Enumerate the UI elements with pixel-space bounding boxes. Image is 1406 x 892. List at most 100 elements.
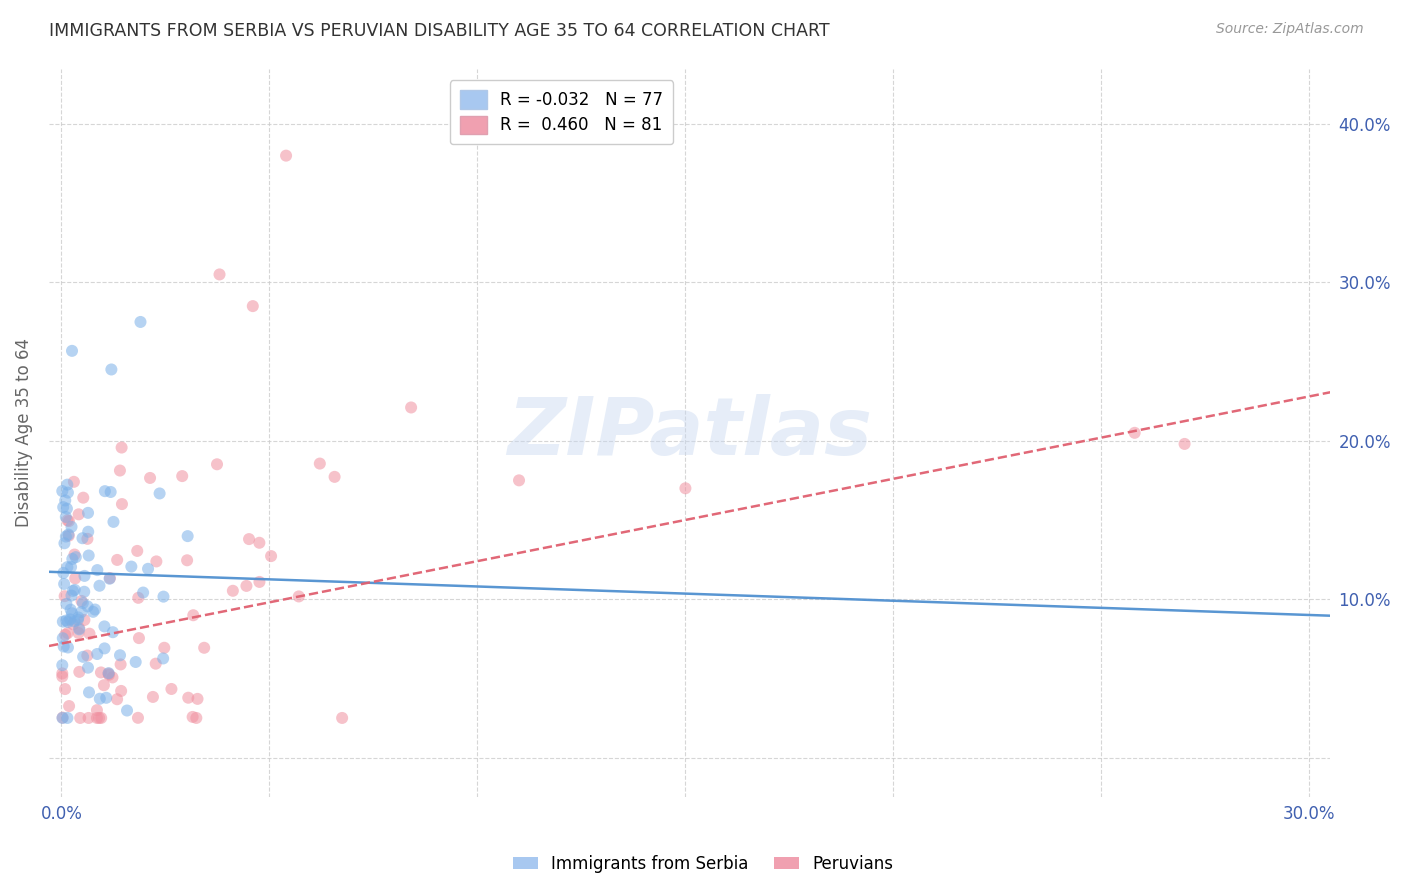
Point <box>52 640 75 654</box>
Point <box>97 666 120 681</box>
Point <box>89 711 111 725</box>
Point <box>63 614 86 628</box>
Point <box>249 574 271 589</box>
Point <box>93 641 115 656</box>
Point <box>93 619 115 633</box>
Point <box>108 464 131 478</box>
Point <box>176 553 198 567</box>
Point <box>86 647 108 661</box>
Point <box>177 690 200 705</box>
Point <box>53 493 76 508</box>
Point <box>152 651 174 665</box>
Point <box>205 457 228 471</box>
Point <box>77 685 100 699</box>
Point <box>222 583 245 598</box>
Point <box>60 520 83 534</box>
Point <box>73 569 96 583</box>
Legend: R = -0.032   N = 77, R =  0.460   N = 81: R = -0.032 N = 77, R = 0.460 N = 81 <box>450 80 673 145</box>
Point <box>67 623 90 637</box>
Point <box>127 711 149 725</box>
Point <box>238 532 260 546</box>
Point <box>172 469 194 483</box>
Legend: Immigrants from Serbia, Peruvians: Immigrants from Serbia, Peruvians <box>506 848 900 880</box>
Point <box>67 508 90 522</box>
Point <box>56 626 79 640</box>
Point <box>128 631 150 645</box>
Point <box>66 613 89 627</box>
Point <box>127 544 149 558</box>
Point <box>62 583 84 598</box>
Point <box>153 640 176 655</box>
Point <box>82 605 104 619</box>
Point <box>136 562 159 576</box>
Point <box>86 563 108 577</box>
Point <box>60 552 83 566</box>
Point <box>58 529 80 543</box>
Point <box>308 457 330 471</box>
Point <box>115 704 138 718</box>
Point <box>63 475 86 489</box>
Point <box>52 710 75 724</box>
Point <box>101 625 124 640</box>
Point <box>111 497 134 511</box>
Point <box>59 603 82 617</box>
Point <box>181 710 204 724</box>
Point <box>176 529 198 543</box>
Point <box>98 572 121 586</box>
Point <box>93 678 115 692</box>
Point <box>51 666 73 681</box>
Point <box>72 531 94 545</box>
Point <box>55 614 77 628</box>
Point <box>53 536 76 550</box>
Point <box>235 579 257 593</box>
Point <box>105 553 128 567</box>
Point <box>110 441 132 455</box>
Point <box>60 589 83 603</box>
Point <box>97 666 120 681</box>
Text: IMMIGRANTS FROM SERBIA VS PERUVIAN DISABILITY AGE 35 TO 64 CORRELATION CHART: IMMIGRANTS FROM SERBIA VS PERUVIAN DISAB… <box>49 22 830 40</box>
Point <box>56 615 79 629</box>
Point <box>193 640 215 655</box>
Point <box>274 148 297 162</box>
Point <box>77 524 100 539</box>
Point <box>152 590 174 604</box>
Point <box>330 711 353 725</box>
Point <box>72 491 94 505</box>
Point <box>51 658 73 673</box>
Point <box>58 699 80 714</box>
Point <box>56 640 79 655</box>
Point <box>142 690 165 704</box>
Point <box>60 343 83 358</box>
Point <box>77 549 100 563</box>
Point <box>242 299 264 313</box>
Point <box>51 711 73 725</box>
Point <box>89 691 111 706</box>
Point <box>1123 425 1146 440</box>
Point <box>120 559 142 574</box>
Point <box>77 661 100 675</box>
Point <box>96 690 118 705</box>
Point <box>55 597 77 611</box>
Point <box>145 554 167 568</box>
Point <box>98 667 121 681</box>
Point <box>63 548 86 562</box>
Point <box>76 599 98 614</box>
Point <box>67 621 90 635</box>
Point <box>103 515 125 529</box>
Point <box>52 615 75 629</box>
Point <box>58 514 80 528</box>
Point <box>53 589 76 603</box>
Point <box>77 711 100 725</box>
Text: Source: ZipAtlas.com: Source: ZipAtlas.com <box>1216 22 1364 37</box>
Point <box>56 485 79 500</box>
Point <box>53 681 76 696</box>
Point <box>1174 437 1197 451</box>
Point <box>63 571 86 585</box>
Point <box>56 513 79 527</box>
Point <box>65 550 87 565</box>
Point <box>84 602 107 616</box>
Point <box>77 506 100 520</box>
Point <box>70 594 93 608</box>
Point <box>52 631 75 645</box>
Point <box>70 605 93 619</box>
